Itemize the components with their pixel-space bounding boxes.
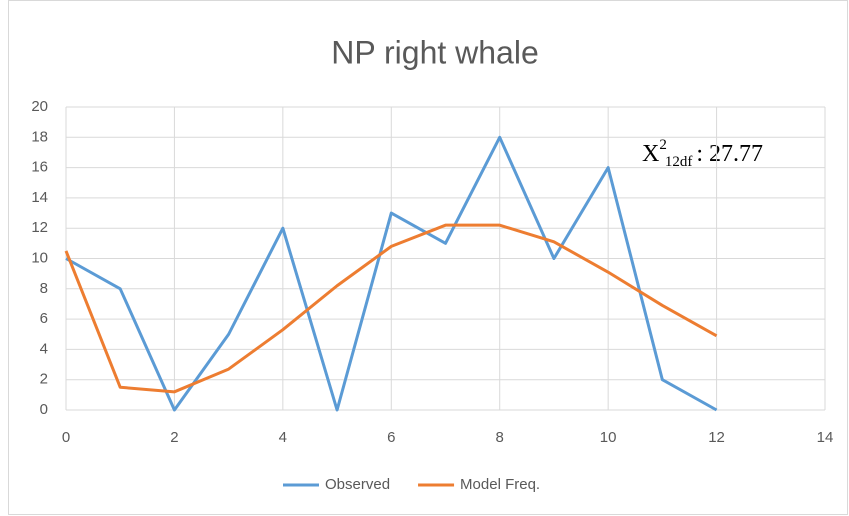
x-tick-label: 6 — [387, 429, 395, 446]
x-tick-label: 4 — [279, 429, 287, 446]
x-tick-label: 0 — [62, 429, 70, 446]
y-tick-label: 18 — [31, 128, 48, 145]
x-tick-label: 10 — [600, 429, 617, 446]
y-tick-label: 20 — [31, 98, 48, 115]
y-tick-label: 12 — [31, 219, 48, 236]
y-tick-label: 14 — [31, 189, 48, 206]
y-tick-label: 16 — [31, 159, 48, 176]
y-tick-label: 6 — [40, 310, 48, 327]
annotation: X2 12df: 27.77 — [642, 137, 763, 170]
y-tick-label: 10 — [31, 249, 48, 266]
chart-title: NP right whale — [331, 34, 539, 70]
annotation-superscript: 2 — [659, 137, 667, 153]
chart-border — [8, 0, 848, 515]
annotation-value: : 27.77 — [696, 141, 763, 167]
series-line — [64, 223, 718, 394]
legend-label: Observed — [325, 476, 390, 493]
y-tick-label: 4 — [40, 340, 48, 357]
y-tick-label: 0 — [40, 401, 48, 418]
x-tick-label: 2 — [170, 429, 178, 446]
x-tick-label: 14 — [817, 429, 834, 446]
annotation-subscript: 12df — [665, 154, 693, 170]
x-tick-label: 12 — [708, 429, 725, 446]
y-tick-label: 2 — [40, 371, 48, 388]
legend-label: Model Freq. — [460, 476, 540, 493]
y-tick-label: 8 — [40, 280, 48, 297]
annotation-symbol: X — [642, 141, 659, 167]
x-tick-label: 8 — [496, 429, 504, 446]
series-line — [65, 135, 718, 412]
